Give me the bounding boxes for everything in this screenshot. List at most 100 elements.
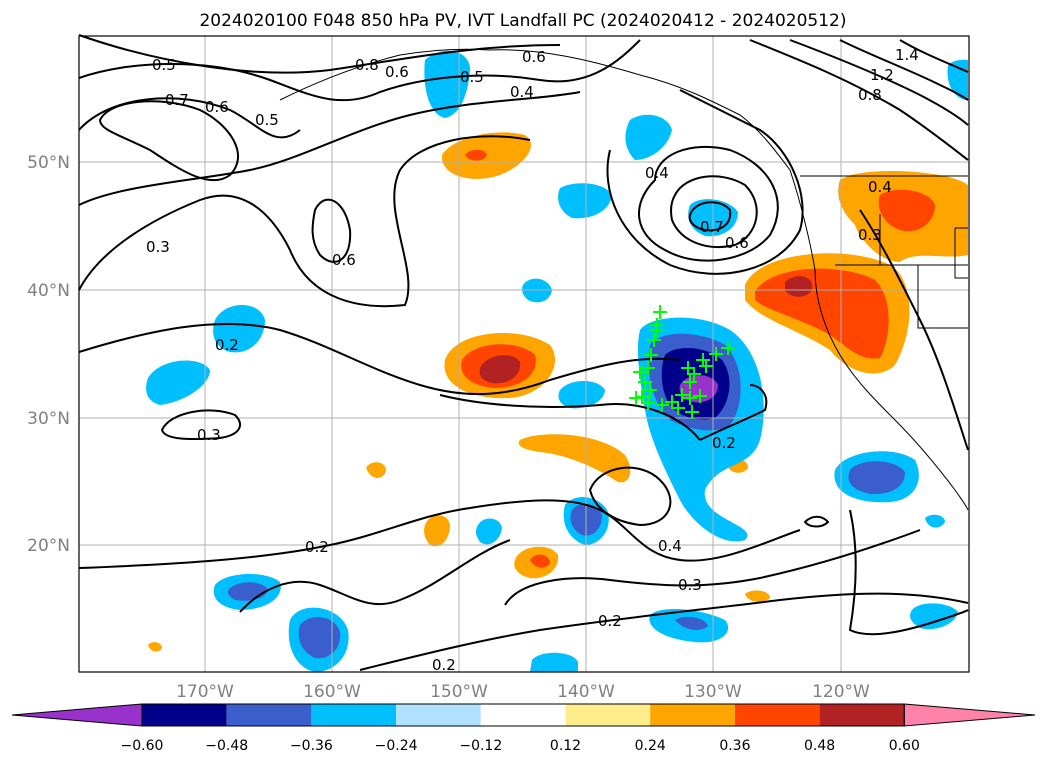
contour-line: [899, 39, 969, 73]
coastlines: [279, 48, 969, 511]
contour-line: [78, 322, 681, 396]
contour-label: 0.3: [678, 576, 702, 594]
landfall-marker: [709, 347, 723, 361]
contour-label: 0.4: [868, 178, 892, 196]
contour-line: [78, 135, 531, 308]
shade-positive-core: [465, 149, 487, 161]
shade-negative: [475, 518, 502, 545]
colorbar-tick-label: −0.48: [205, 738, 248, 754]
landfall-marker: [649, 323, 663, 337]
contour-line: [439, 394, 701, 441]
contour-label: 0.5: [152, 56, 176, 74]
contour-line: [78, 499, 801, 569]
contour-line: [749, 39, 969, 161]
coastline-border: [954, 227, 968, 279]
contour-labels: 0.5 0.7 0.6 0.5 0.8 0.6 0.5 0.6 0.4 0.4 …: [146, 46, 919, 674]
contour-label: 0.6: [725, 234, 749, 252]
lat-label: 20°N: [27, 536, 70, 556]
landfall-marker: [693, 389, 707, 403]
contour-label: 0.2: [598, 612, 622, 630]
contour-label: 0.6: [205, 98, 229, 116]
landfall-marker: [699, 359, 713, 373]
landfall-marker: [685, 405, 699, 419]
landfall-marker: [681, 361, 695, 375]
shade-positive: [148, 642, 162, 652]
shade-positive-core: [530, 554, 550, 568]
landfall-marker: [683, 375, 697, 389]
contour-line: [638, 145, 779, 262]
landfall-marker: [629, 391, 643, 405]
colorbar-tick-label: 0.36: [719, 738, 750, 754]
lon-label: 140°W: [557, 682, 615, 702]
contour-label: 0.7: [165, 91, 189, 109]
latitude-axis: 50°N 40°N 30°N 20°N: [27, 153, 70, 556]
contour-label: 0.3: [197, 426, 221, 444]
contour-label: 0.2: [432, 656, 456, 674]
contour-line: [688, 201, 732, 232]
shade-positive-peak: [479, 355, 521, 384]
contour-label: 0.2: [712, 434, 736, 452]
shade-negative: [558, 183, 612, 219]
contour-label: 0.4: [645, 164, 669, 182]
shade-positive-core: [878, 189, 935, 232]
colorbar-bin: [819, 704, 905, 726]
colorbar-tick-label: 0.60: [889, 738, 920, 754]
coastline-alaska: [279, 48, 791, 171]
map-frame: [78, 35, 970, 673]
lon-label: 160°W: [303, 682, 361, 702]
landfall-marker: [665, 395, 679, 409]
contour-line: [789, 39, 969, 126]
contour-label: 0.8: [858, 86, 882, 104]
landfall-marker: [655, 398, 669, 412]
landfall-marker: [644, 348, 658, 362]
colorbar-frame: [141, 703, 905, 727]
shade-negative-mid: [298, 616, 341, 659]
contour-label: 0.2: [215, 336, 239, 354]
shade-positive: [745, 590, 770, 602]
landfall-marker: [643, 383, 657, 397]
contour-line: [699, 384, 768, 441]
shade-positive: [424, 515, 450, 547]
contour-label: 1.4: [895, 46, 919, 64]
contour-line: [98, 100, 240, 182]
coastline-border: [917, 265, 968, 329]
landfall-marker: [641, 396, 655, 410]
contour-line: [78, 97, 301, 139]
colorbar-tick-label: −0.36: [290, 738, 333, 754]
colorbar: −0.60 −0.48 −0.36 −0.24 −0.12 0.12 0.24 0.36 0.4…: [11, 703, 1036, 754]
contour-label: 0.8: [355, 56, 379, 74]
landfall-marker: [653, 305, 667, 319]
shade-positive-peak: [785, 276, 813, 297]
landfall-marker: [696, 353, 710, 367]
colorbar-tick-label: 0.12: [550, 738, 581, 754]
map-area: 0.5 0.7 0.6 0.5 0.8 0.6 0.5 0.6 0.4 0.4 …: [78, 34, 970, 674]
shade-positive: [366, 462, 386, 478]
contour-line: [803, 515, 830, 528]
colorbar-tick-label: −0.60: [121, 738, 164, 754]
figure-title: 2024020100 F048 850 hPa PV, IVT Landfall…: [199, 11, 846, 31]
shading-layer: [146, 50, 968, 672]
colorbar-tick-label: −0.24: [375, 738, 418, 754]
landfall-marker: [641, 361, 655, 375]
landfall-marker: [675, 388, 689, 402]
contour-label: 0.5: [460, 68, 484, 86]
lon-label: 150°W: [430, 682, 488, 702]
contour-label: 0.4: [510, 83, 534, 101]
contour-line: [504, 529, 921, 606]
contour-label: 0.6: [385, 63, 409, 81]
shade-negative: [910, 603, 958, 630]
landfall-marker: [638, 375, 652, 389]
lat-label: 30°N: [27, 409, 70, 429]
longitude-axis: 170°W 160°W 150°W 140°W 130°W 120°W: [176, 682, 870, 702]
colorbar-tick-label: 0.48: [804, 738, 835, 754]
shade-negative: [625, 114, 672, 160]
shade-negative: [530, 652, 578, 672]
lon-label: 170°W: [176, 682, 234, 702]
contour-line: [78, 39, 641, 102]
colorbar-extend-high: [903, 703, 1036, 727]
contour-line: [670, 175, 758, 248]
colorbar-bin: [311, 704, 397, 726]
contour-line: [859, 209, 969, 451]
contour-layer: [78, 34, 969, 671]
